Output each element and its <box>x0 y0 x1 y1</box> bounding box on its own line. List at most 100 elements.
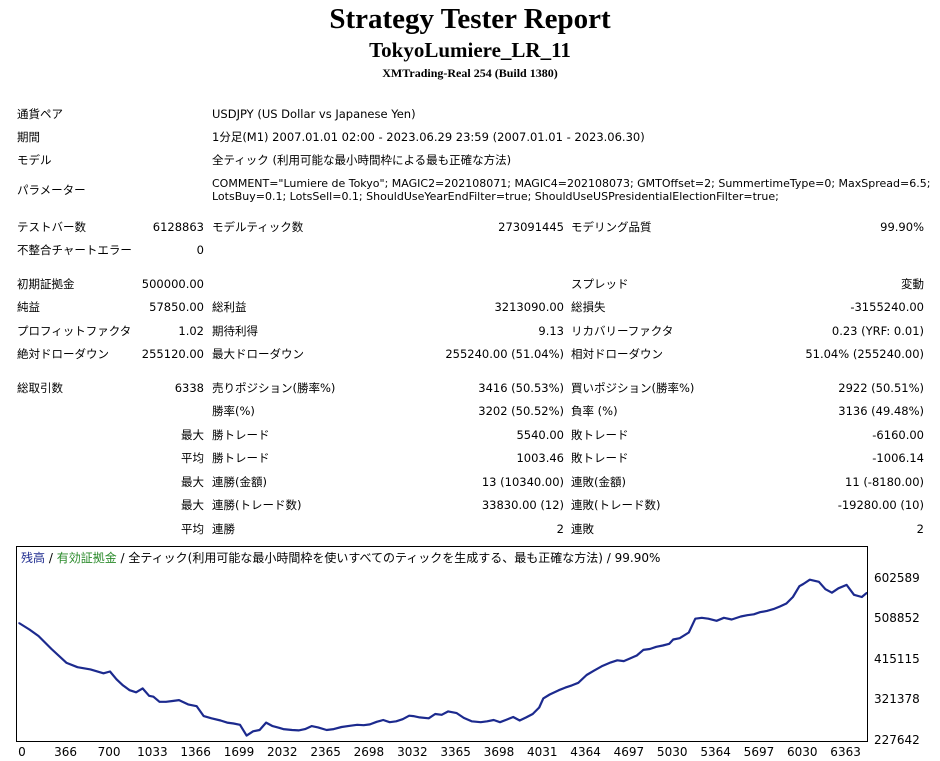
balance-point <box>845 584 848 586</box>
ea-name: TokyoLumiere_LR_11 <box>369 38 571 62</box>
balance-point <box>76 666 79 668</box>
average-prefix: 平均 <box>181 451 204 465</box>
max-drawdown-label: 最大ドローダウン <box>212 347 304 361</box>
balance-point <box>165 701 167 703</box>
x-tick-label: 5030 <box>656 745 688 759</box>
balance-point <box>297 729 300 732</box>
balance-point <box>785 602 788 605</box>
balance-point <box>837 587 840 590</box>
balance-point <box>282 728 285 730</box>
balance-point <box>291 729 293 731</box>
balance-point <box>332 728 335 730</box>
long-positions-value: 2922 (50.51%) <box>838 381 924 395</box>
balance-point <box>701 617 703 619</box>
balance-point <box>152 695 155 698</box>
loss-rate-value: 3136 (49.48%) <box>838 404 924 418</box>
max-consecutive-prefix: 最大 <box>181 475 204 489</box>
balance-point <box>226 721 228 724</box>
balance-point <box>265 721 267 724</box>
net-profit-label: 純益 <box>17 300 40 314</box>
max-cons-loss-value: -19280.00 (10) <box>837 498 924 512</box>
balance-point <box>258 729 261 731</box>
balance-point <box>798 585 801 587</box>
balance-point <box>668 643 671 645</box>
model-label: モデル <box>17 153 52 167</box>
profit-factor-label: プロフィットファクタ <box>17 324 132 338</box>
x-tick-label: 4697 <box>613 745 645 759</box>
balance-point <box>412 715 415 717</box>
balance-point <box>219 719 222 722</box>
legend-equity: 有効証拠金 <box>56 551 117 565</box>
balance-point <box>623 660 625 662</box>
ticks-label: モデルティック数 <box>212 220 304 234</box>
balance-point <box>369 723 371 726</box>
balance-point <box>195 705 198 707</box>
x-tick-label: 5364 <box>700 745 731 759</box>
expected-payoff-label: 期待利得 <box>212 324 258 338</box>
total-trades-value: 6338 <box>174 381 204 395</box>
balance-point <box>525 716 527 719</box>
balance-point <box>210 717 213 720</box>
balance-chart: 残高 / 有効証拠金 / 全ティック(利用可能な最小時間枠を使いすべてのティック… <box>16 546 868 742</box>
deposit-value: 500000.00 <box>141 277 204 291</box>
balance-point <box>662 644 664 647</box>
legend-balance: 残高 <box>21 551 46 565</box>
avg-cons-wins-label: 連勝 <box>212 522 235 536</box>
balance-point <box>505 718 508 721</box>
max-cons-losses-value: 11 (-8180.00) <box>845 475 924 489</box>
average-win-label: 勝トレード <box>212 451 270 465</box>
balance-point <box>577 682 580 684</box>
largest-win-label: 勝トレード <box>212 428 270 442</box>
balance-point <box>239 724 241 726</box>
balance-point <box>694 617 697 620</box>
y-tick-label: 602589 <box>874 570 920 585</box>
model-value: 全ティック (利用可能な最小時間枠による最も正確な方法) <box>212 153 512 167</box>
max-consecutive-profit-prefix: 最大 <box>181 498 204 512</box>
gross-loss-value: -3155240.00 <box>850 300 924 314</box>
balance-point <box>278 727 280 729</box>
gross-profit-value: 3213090.00 <box>494 300 564 314</box>
x-tick-label: 3032 <box>397 745 428 759</box>
balance-point <box>171 700 174 702</box>
balance-point <box>649 648 651 650</box>
gross-profit-label: 総利益 <box>212 300 247 314</box>
balance-point <box>499 721 501 723</box>
balance-point <box>317 726 319 729</box>
balance-point <box>792 596 794 598</box>
modeling-value: 99.90% <box>880 220 924 234</box>
balance-point <box>325 729 328 731</box>
balance-point <box>766 610 768 612</box>
balance-point <box>629 657 631 660</box>
balance-point <box>65 662 68 664</box>
balance-point <box>128 689 131 691</box>
balance-point <box>688 631 690 634</box>
balance-point <box>395 720 398 723</box>
balance-point <box>388 721 391 723</box>
balance-point <box>115 678 118 681</box>
gross-loss-label: 総損失 <box>571 300 606 314</box>
x-tick-label: 6030 <box>786 745 818 759</box>
balance-point <box>232 722 235 725</box>
max-cons-losses-label: 連敗(金額) <box>571 475 626 489</box>
max-cons-wins-value: 13 (10340.00) <box>481 475 564 489</box>
y-tick-label: 321378 <box>874 692 920 707</box>
net-profit-value: 57850.00 <box>149 300 204 314</box>
y-tick-label: 227642 <box>874 733 920 747</box>
balance-point <box>564 686 567 689</box>
balance-point <box>102 672 105 675</box>
balance-point <box>707 617 710 620</box>
mismatch-value: 0 <box>196 243 204 257</box>
period-value: 1分足(M1) 2007.01.01 02:00 - 2023.06.29 23… <box>212 130 645 144</box>
period-label: 期間 <box>17 130 40 144</box>
balance-point <box>655 646 658 648</box>
balance-point <box>548 693 551 696</box>
balance-point <box>853 594 855 596</box>
balance-point <box>616 659 619 662</box>
params-line-1: COMMENT="Lumiere de Tokyo"; MAGIC2=20210… <box>212 177 931 190</box>
balance-point <box>349 724 352 727</box>
largest-win-value: 5540.00 <box>516 428 564 442</box>
max-cons-profit-value: 33830.00 (12) <box>481 498 564 512</box>
x-tick-label: 6363 <box>830 745 861 759</box>
bars-value: 6128863 <box>152 220 204 234</box>
x-tick-label: 4031 <box>526 745 558 759</box>
